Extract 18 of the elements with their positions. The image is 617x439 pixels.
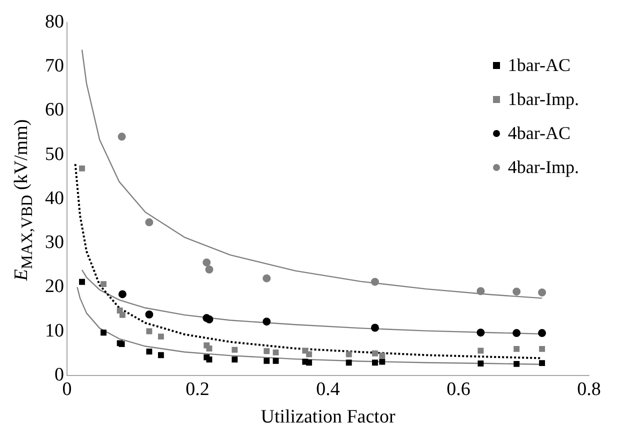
y-tick-label: 10 — [45, 320, 64, 342]
x-tick-label: 0.2 — [186, 378, 210, 400]
x-axis-title: Utilization Factor — [260, 406, 396, 428]
y-tick-label: 50 — [45, 144, 64, 165]
legend-label: 4bar-AC — [508, 122, 570, 144]
x-tick-label: 0.6 — [446, 378, 470, 400]
y-tick-label: 20 — [45, 276, 64, 298]
x-tick-label: 0.4 — [316, 378, 340, 400]
y-tick-label: 60 — [45, 100, 64, 121]
x-tick-label: 0.8 — [577, 378, 601, 400]
y-tick-label: 80 — [45, 11, 64, 32]
y-tick-label: 40 — [45, 188, 64, 209]
legend-label: 1bar-AC — [508, 54, 570, 76]
legend-label: 1bar-Imp. — [508, 88, 579, 110]
y-tick-label: 70 — [45, 56, 64, 77]
legend-label: 4bar-Imp. — [508, 156, 579, 178]
y-tick-label: 0 — [54, 364, 64, 386]
y-tick-label: 30 — [45, 232, 64, 254]
